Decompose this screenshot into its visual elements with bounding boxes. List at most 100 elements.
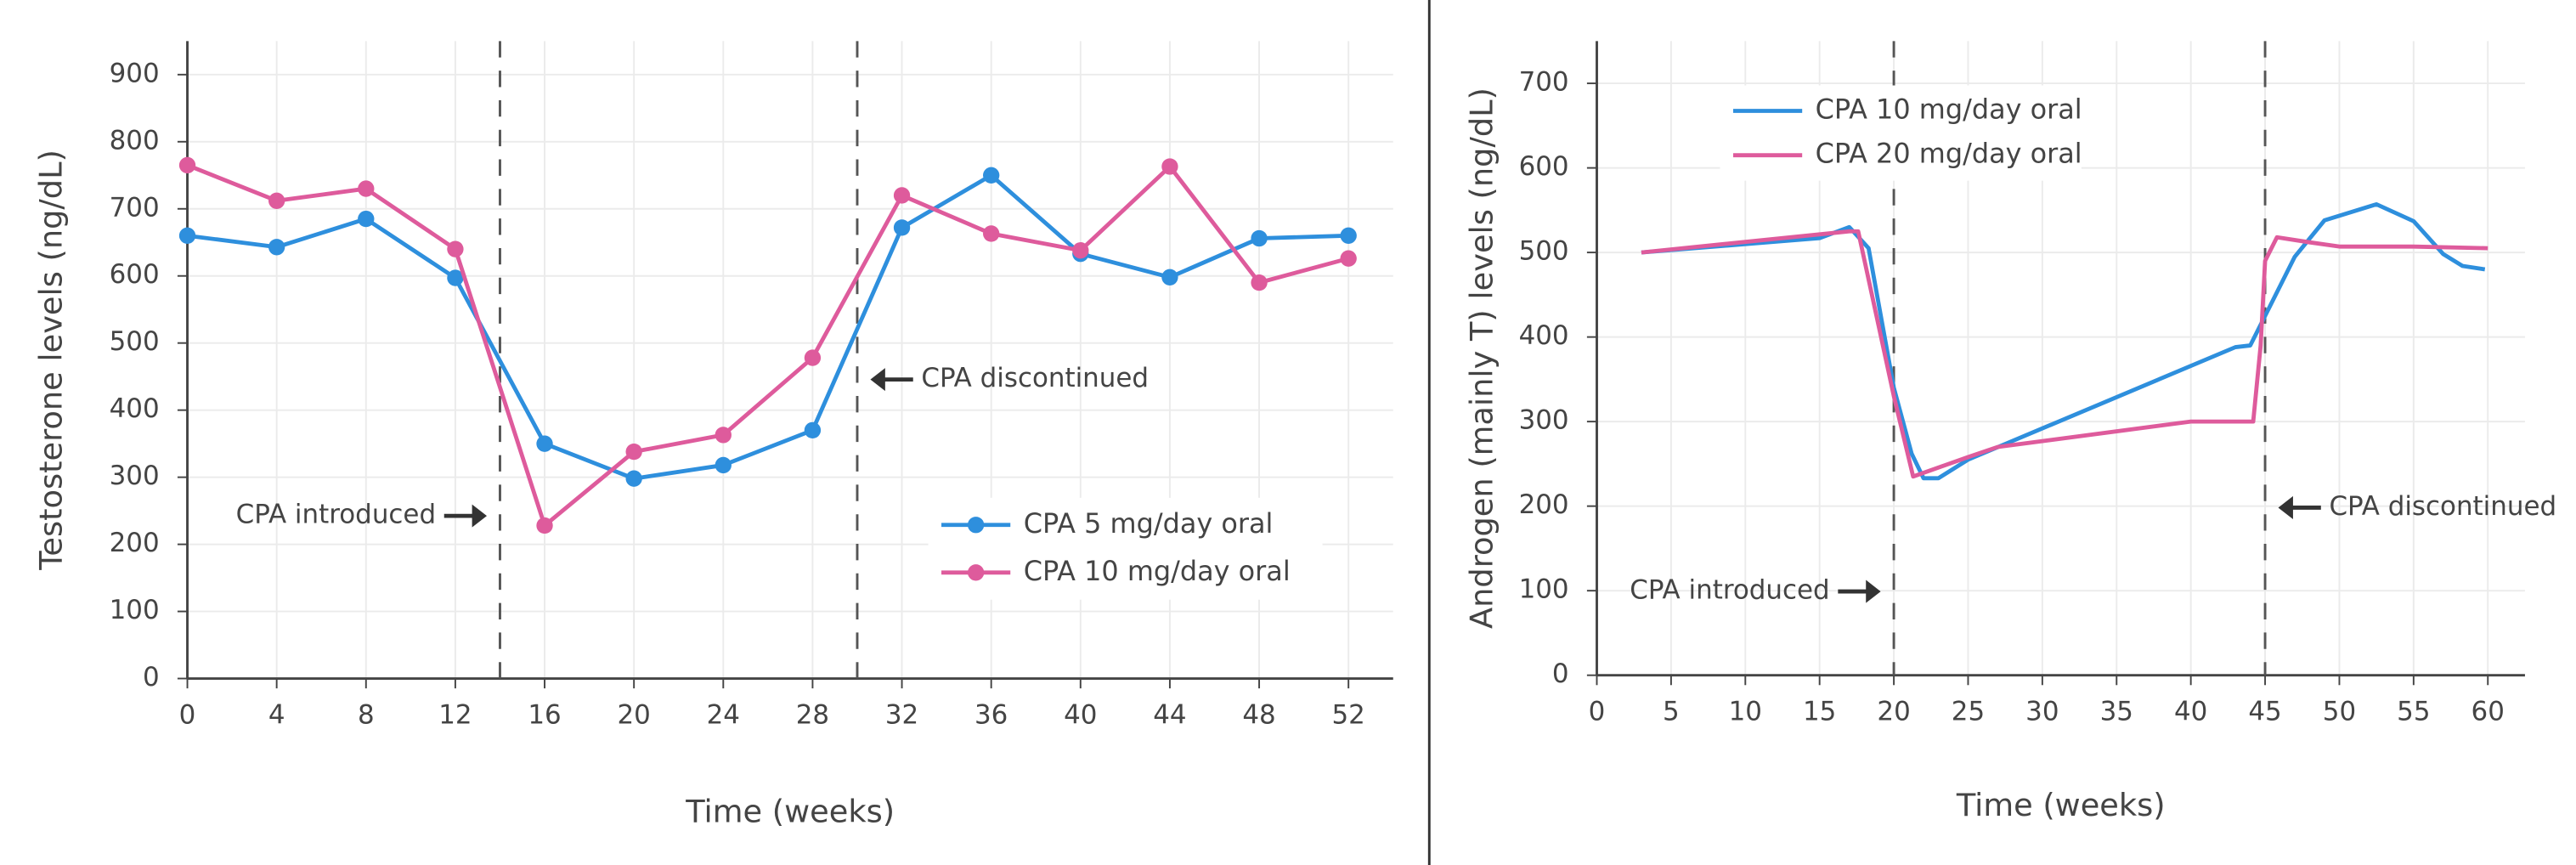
chart-panel: 0 4 8 12 16 20 24 28 32 36 40 44 48 52010020030040050… bbox=[32, 41, 1393, 830]
legend-label: CPA 10 mg/day oral bbox=[1024, 555, 1291, 587]
legend-box bbox=[1720, 85, 2082, 181]
y-tick-label: 300 bbox=[1519, 405, 1569, 436]
y-tick-label: 0 bbox=[1552, 659, 1569, 689]
data-point bbox=[178, 156, 196, 174]
y-tick-label: 300 bbox=[110, 461, 160, 491]
data-point bbox=[625, 470, 642, 487]
x-tick-label: 30 bbox=[2025, 697, 2059, 727]
x-tick-label: 28 bbox=[796, 700, 829, 731]
series-line bbox=[187, 172, 1349, 481]
x-tick-label: 0 bbox=[1589, 697, 1606, 727]
data-point bbox=[268, 192, 285, 209]
data-point bbox=[268, 239, 285, 256]
y-tick-label: 0 bbox=[143, 662, 160, 693]
y-tick-label: 400 bbox=[110, 393, 160, 424]
x-tick-label: 45 bbox=[2248, 697, 2281, 727]
data-point bbox=[715, 427, 732, 444]
data-point bbox=[178, 227, 196, 245]
data-point bbox=[715, 456, 732, 474]
x-tick-label: 15 bbox=[1803, 697, 1836, 727]
legend-box bbox=[928, 497, 1323, 600]
data-point bbox=[1340, 250, 1357, 267]
x-axis-title: Time (weeks) bbox=[1956, 787, 2166, 823]
legend-marker bbox=[967, 517, 985, 534]
annotation-arrowhead bbox=[472, 504, 488, 528]
data-point bbox=[1072, 242, 1089, 259]
series-line bbox=[186, 163, 1349, 528]
x-tick-label: 5 bbox=[1663, 697, 1680, 727]
data-point bbox=[1251, 274, 1268, 291]
x-tick-label: 60 bbox=[2471, 697, 2505, 727]
data-point bbox=[983, 225, 1000, 242]
data-point bbox=[1340, 227, 1357, 245]
x-tick-label: 4 bbox=[268, 700, 285, 731]
x-tick-label: 8 bbox=[358, 700, 375, 731]
x-tick-label: 55 bbox=[2397, 697, 2430, 727]
data-point bbox=[625, 443, 642, 461]
x-tick-label: 52 bbox=[1332, 700, 1365, 731]
annotation: CPA introduced bbox=[1630, 575, 1829, 606]
data-point bbox=[1161, 158, 1178, 175]
legend-label: CPA 5 mg/day oral bbox=[1024, 507, 1274, 540]
annotation: CPA introduced bbox=[236, 500, 436, 530]
annotation: CPA discontinued bbox=[921, 363, 1149, 393]
x-tick-label: 24 bbox=[707, 700, 740, 731]
legend-marker bbox=[967, 564, 985, 581]
data-point bbox=[804, 349, 822, 366]
x-tick-label: 10 bbox=[1729, 697, 1762, 727]
x-tick-label: 32 bbox=[885, 700, 918, 731]
data-point bbox=[893, 219, 911, 236]
data-point bbox=[447, 269, 464, 286]
annotation-arrowhead bbox=[1866, 579, 1881, 603]
y-tick-label: 500 bbox=[110, 326, 160, 357]
legend-label: CPA 10 mg/day oral bbox=[1816, 93, 2082, 126]
x-tick-label: 50 bbox=[2323, 697, 2356, 727]
y-tick-label: 100 bbox=[110, 595, 160, 625]
data-point bbox=[536, 517, 553, 534]
y-axis-title: Testosterone levels (ng/dL) bbox=[32, 150, 69, 571]
data-point bbox=[1251, 229, 1268, 247]
legend-label: CPA 20 mg/day oral bbox=[1816, 138, 2082, 170]
y-tick-label: 400 bbox=[1519, 320, 1569, 351]
y-tick-label: 200 bbox=[110, 528, 160, 558]
data-point bbox=[1161, 269, 1178, 286]
y-tick-label: 100 bbox=[1519, 574, 1569, 605]
annotation-arrowhead bbox=[870, 368, 885, 392]
x-tick-label: 25 bbox=[1952, 697, 1985, 727]
annotation-arrowhead bbox=[2278, 495, 2293, 519]
data-point bbox=[983, 167, 1000, 184]
y-tick-label: 800 bbox=[110, 125, 160, 155]
x-tick-label: 16 bbox=[528, 700, 561, 731]
x-tick-label: 48 bbox=[1242, 700, 1275, 731]
x-tick-label: 44 bbox=[1153, 700, 1186, 731]
data-point bbox=[358, 210, 375, 228]
data-point bbox=[358, 180, 375, 197]
data-point bbox=[536, 435, 553, 452]
data-point bbox=[447, 240, 464, 257]
x-tick-label: 35 bbox=[2100, 697, 2133, 727]
annotation: CPA discontinued bbox=[2329, 491, 2556, 522]
data-point bbox=[804, 421, 822, 439]
chart-panel: 0 5 10 15 20 25 30 35 40 45 50 55 600100200300400500… bbox=[1464, 41, 2556, 823]
series-line bbox=[1641, 229, 2488, 479]
series-line bbox=[1641, 201, 2486, 481]
y-tick-label: 600 bbox=[110, 259, 160, 290]
x-tick-label: 36 bbox=[974, 700, 1008, 731]
y-tick-label: 200 bbox=[1519, 489, 1569, 520]
x-tick-label: 20 bbox=[617, 700, 650, 731]
data-point bbox=[893, 187, 911, 204]
y-tick-label: 700 bbox=[110, 192, 160, 223]
x-tick-label: 40 bbox=[1064, 700, 1097, 731]
x-tick-label: 40 bbox=[2174, 697, 2207, 727]
y-axis-title: Androgen (mainly T) levels (ng/dL) bbox=[1464, 88, 1500, 629]
x-tick-label: 0 bbox=[179, 700, 196, 731]
x-axis-title: Time (weeks) bbox=[685, 794, 895, 830]
y-tick-label: 500 bbox=[1519, 236, 1569, 267]
y-tick-label: 900 bbox=[110, 58, 160, 88]
y-tick-label: 600 bbox=[1519, 151, 1569, 182]
y-tick-label: 700 bbox=[1519, 67, 1569, 98]
x-tick-label: 12 bbox=[438, 700, 472, 731]
